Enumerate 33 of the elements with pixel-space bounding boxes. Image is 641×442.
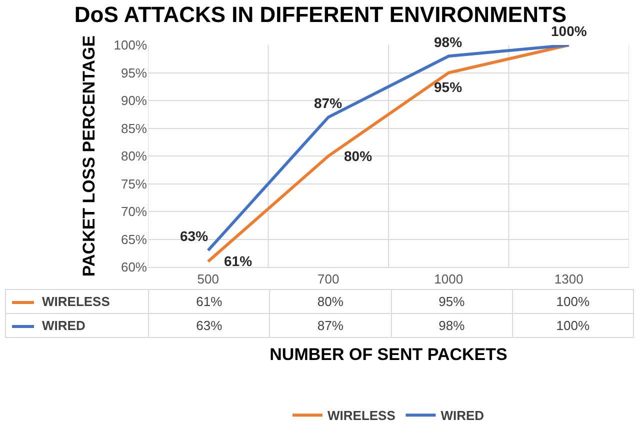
y-tick-label: 70% bbox=[120, 204, 148, 220]
text: WIRELESS bbox=[328, 408, 396, 424]
y-tick-label: 80% bbox=[120, 148, 148, 164]
y-tick-label: 95% bbox=[120, 65, 148, 80]
text: 98% bbox=[434, 34, 462, 50]
x-tick-label: 1000 bbox=[434, 272, 464, 287]
legend-label: WIRELESS bbox=[42, 294, 110, 309]
data-label: 61% bbox=[148, 290, 270, 314]
y-tick-label: 90% bbox=[120, 93, 148, 108]
x-axis-title: NUMBER OF SENT PACKETS bbox=[270, 345, 508, 364]
y-tick-label: 100% bbox=[114, 38, 148, 53]
y-tick-label: 85% bbox=[120, 120, 148, 136]
y-tick-label: 60% bbox=[120, 260, 148, 275]
data-label: 87% bbox=[270, 314, 391, 338]
text: 63% bbox=[180, 228, 208, 244]
text: 87% bbox=[314, 95, 342, 111]
data-label: 100% bbox=[512, 314, 634, 338]
text: WIRED bbox=[440, 408, 484, 424]
x-tick-label: 700 bbox=[318, 272, 340, 287]
text: 95% bbox=[434, 79, 462, 95]
y-tick-label: 75% bbox=[120, 176, 148, 192]
text: 61% bbox=[224, 253, 252, 269]
data-label: 63% bbox=[148, 314, 270, 338]
text: 80% bbox=[344, 148, 372, 164]
data-label: 80% bbox=[270, 290, 391, 314]
data-label: 100% bbox=[512, 290, 634, 314]
x-tick-label: 500 bbox=[197, 272, 219, 287]
y-axis-title: PACKET LOSS PERCENTAGE bbox=[79, 35, 98, 277]
x-tick-label: 1300 bbox=[554, 272, 584, 287]
legend-label: WIRED bbox=[42, 318, 86, 333]
data-label: 98% bbox=[391, 314, 512, 338]
y-tick-label: 65% bbox=[120, 232, 148, 247]
data-label: 95% bbox=[391, 290, 512, 314]
